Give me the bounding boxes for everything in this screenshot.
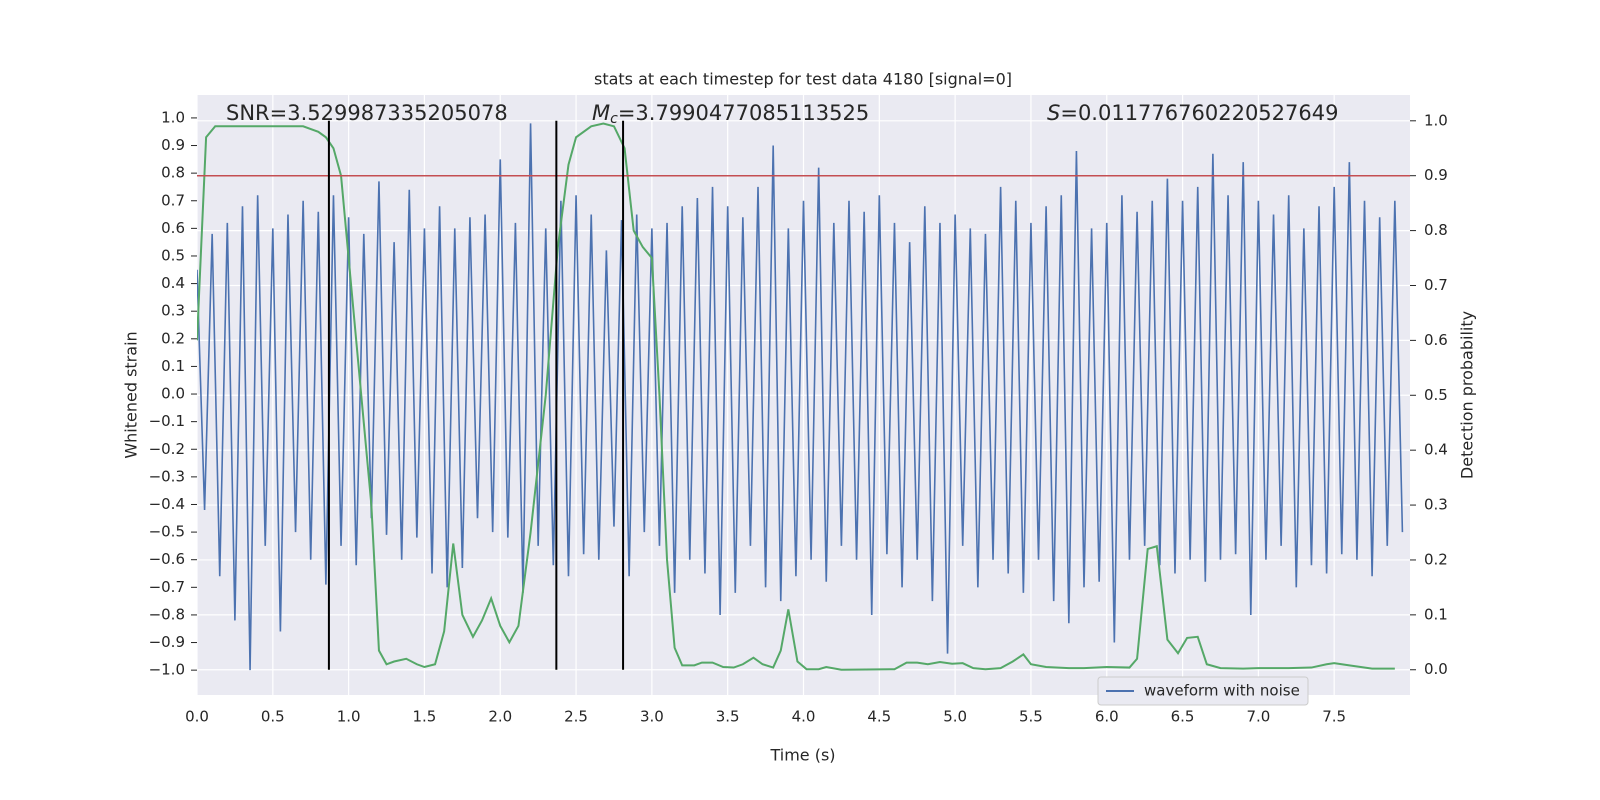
y2-tick-label: 0.1 (1424, 605, 1448, 623)
annotation-text: =3.7990477085113525 (618, 101, 869, 125)
y2-tick-label: 0.5 (1424, 386, 1448, 404)
x-tick-label: 1.5 (413, 708, 437, 726)
y2-tick-label: 0.4 (1424, 441, 1448, 459)
x-tick-label: 2.0 (488, 708, 512, 726)
x-tick-label: 5.5 (1019, 708, 1043, 726)
annotation: S=0.011776760220527649 (1047, 101, 1338, 125)
x-tick-label: 4.0 (792, 708, 816, 726)
data-line (197, 123, 1404, 671)
annotation-text: SNR=3.529987335205078 (226, 101, 508, 125)
y-tick-label: −0.9 (149, 633, 185, 651)
x-tick-label: 0.0 (185, 708, 209, 726)
annotation-symbol: M (592, 101, 610, 125)
y2-tick-label: 0.6 (1424, 331, 1448, 349)
x-tick-label: 7.5 (1322, 708, 1346, 726)
y2-tick-label: 0.7 (1424, 276, 1448, 294)
y-tick-label: 0.1 (161, 357, 185, 375)
annotation: Mc=3.7990477085113525 (592, 101, 869, 127)
y-tick-label: −1.0 (149, 661, 185, 679)
data-line (197, 122, 1395, 671)
y-axis-label: Whitened strain (122, 331, 141, 458)
y2-axis-label: Detection probability (1458, 311, 1477, 479)
x-tick-label: 4.5 (867, 708, 891, 726)
legend-label: waveform with noise (1144, 682, 1300, 700)
y-tick-label: −0.7 (149, 578, 185, 596)
y-tick-label: 0.8 (161, 164, 185, 182)
y-tick-label: −0.6 (149, 550, 185, 568)
annotation-text: =0.011776760220527649 (1060, 101, 1338, 125)
y2-tick-label: 0.2 (1424, 550, 1448, 568)
annotation: SNR=3.529987335205078 (226, 101, 508, 125)
chart-title: stats at each timestep for test data 418… (594, 70, 1012, 89)
y2-tick-label: 0.3 (1424, 496, 1448, 514)
y-tick-label: −0.5 (149, 523, 185, 541)
y-tick-label: 0.9 (161, 136, 185, 154)
x-tick-label: 0.5 (261, 708, 285, 726)
y-tick-label: 0.5 (161, 246, 185, 264)
y-tick-label: −0.3 (149, 467, 185, 485)
annotation-subscript: c (610, 111, 618, 127)
y-tick-label: 0.7 (161, 191, 185, 209)
x-tick-label: 3.5 (716, 708, 740, 726)
x-tick-label: 2.5 (564, 708, 588, 726)
x-tick-label: 6.5 (1171, 708, 1195, 726)
y-tick-label: 0.0 (161, 385, 185, 403)
y-tick-label: 0.2 (161, 329, 185, 347)
y2-tick-label: 1.0 (1424, 111, 1448, 129)
y-tick-label: 0.4 (161, 274, 185, 292)
x-tick-label: 1.0 (337, 708, 361, 726)
legend (1097, 676, 1309, 706)
x-tick-label: 3.0 (640, 708, 664, 726)
x-tick-label: 5.0 (943, 708, 967, 726)
annotation-symbol: S (1047, 101, 1060, 125)
x-tick-label: 6.0 (1095, 708, 1119, 726)
x-axis-label: Time (s) (769, 746, 835, 765)
y-tick-label: −0.2 (149, 440, 185, 458)
y-tick-label: −0.8 (149, 605, 185, 623)
y-tick-label: −0.1 (149, 412, 185, 430)
x-tick-label: 7.0 (1246, 708, 1270, 726)
y-tick-label: 0.6 (161, 219, 185, 237)
y-tick-label: −0.4 (149, 495, 185, 513)
y-tick-label: 0.3 (161, 302, 185, 320)
y2-tick-label: 0.9 (1424, 166, 1448, 184)
y2-tick-label: 0.0 (1424, 660, 1448, 678)
y-tick-label: 1.0 (161, 108, 185, 126)
y2-tick-label: 0.8 (1424, 221, 1448, 239)
